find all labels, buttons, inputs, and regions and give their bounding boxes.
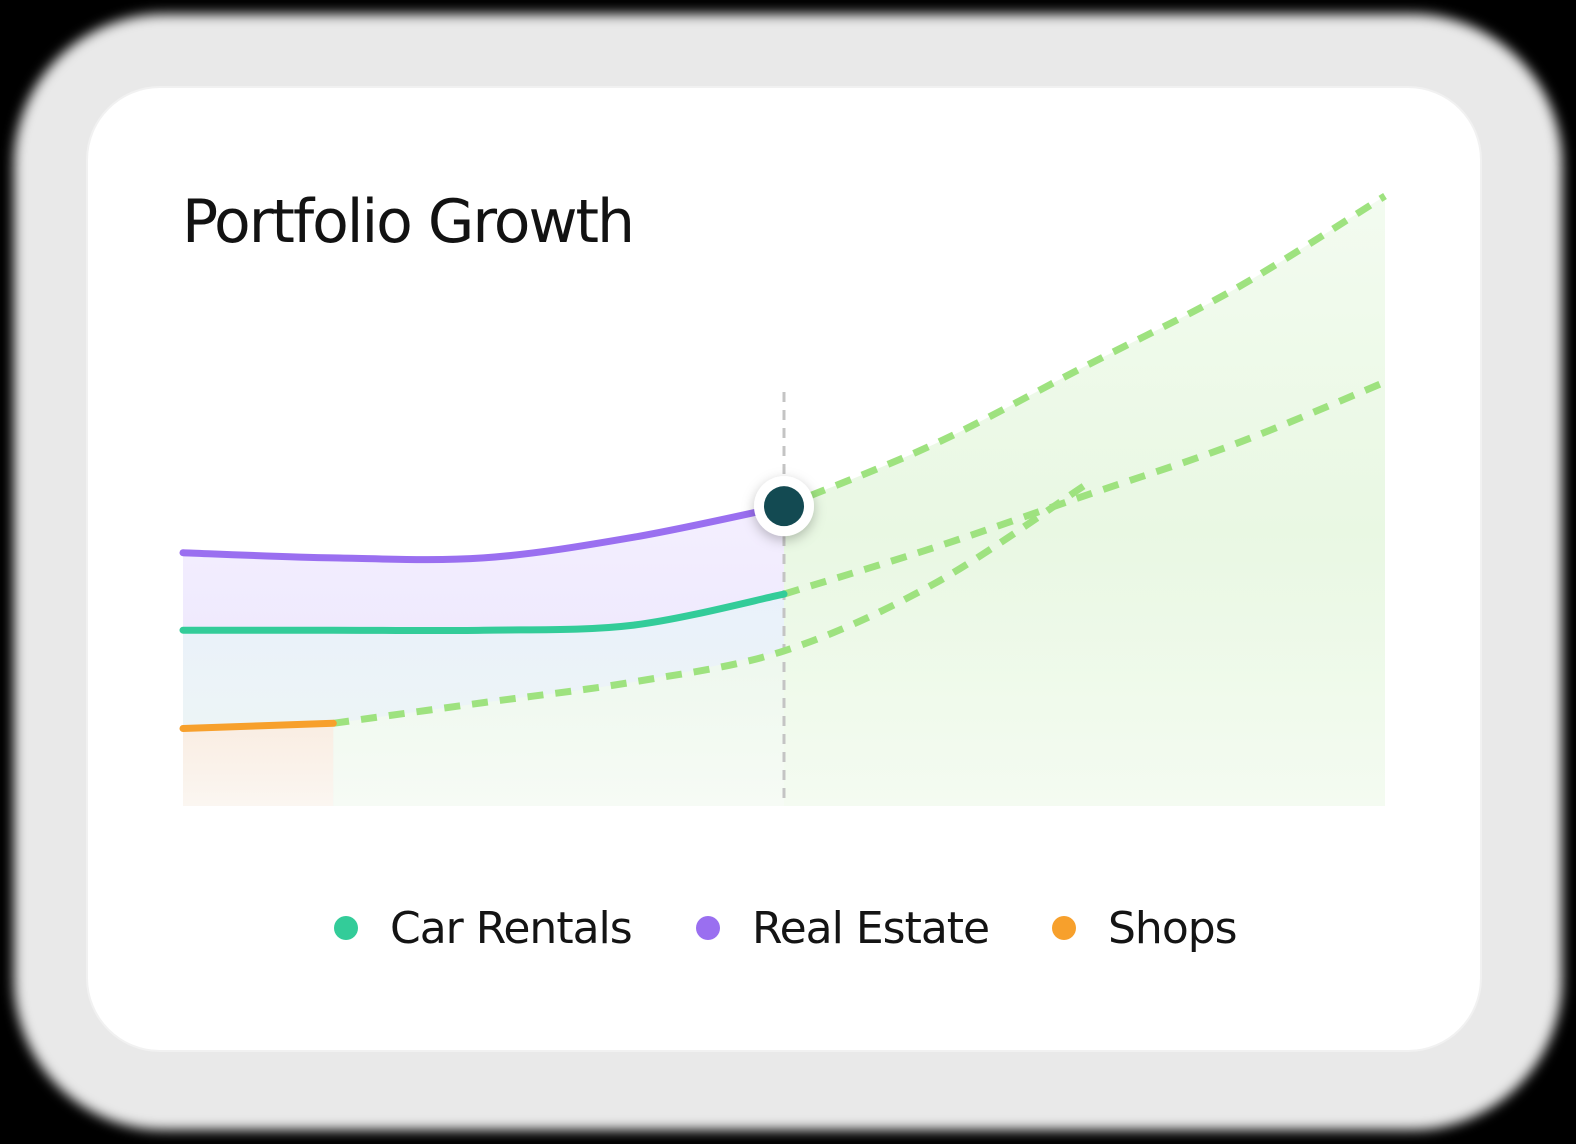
car-rentals-line [179, 590, 788, 635]
series-areas [183, 196, 1385, 806]
marker-dot [764, 486, 804, 527]
legend-item-car-rentals: Car Rentals [334, 896, 633, 960]
shops-projected-line [332, 482, 1087, 727]
legend-dot-real-estate [696, 916, 720, 940]
shops-area [183, 723, 334, 806]
real-estate-projected-line [782, 193, 1387, 510]
series-lines [179, 193, 1387, 732]
legend-label-shops: Shops [1108, 902, 1238, 954]
car-rentals-projected-line [782, 378, 1387, 598]
chart-legend: Car Rentals Real Estate Shops [0, 896, 1576, 960]
shops-line [179, 719, 337, 732]
chart-title: Portfolio Growth [182, 187, 635, 257]
real-estate-line [179, 502, 788, 564]
legend-dot-car-rentals [334, 916, 358, 940]
projection-area [784, 196, 1385, 806]
legend-item-shops: Shops [1052, 896, 1238, 960]
legend-label-car-rentals: Car Rentals [390, 902, 633, 954]
legend-item-real-estate: Real Estate [696, 896, 990, 960]
legend-label-real-estate: Real Estate [752, 902, 990, 954]
shops-projection-area [333, 650, 784, 806]
legend-dot-shops [1052, 916, 1076, 940]
current-value-marker [754, 476, 814, 537]
